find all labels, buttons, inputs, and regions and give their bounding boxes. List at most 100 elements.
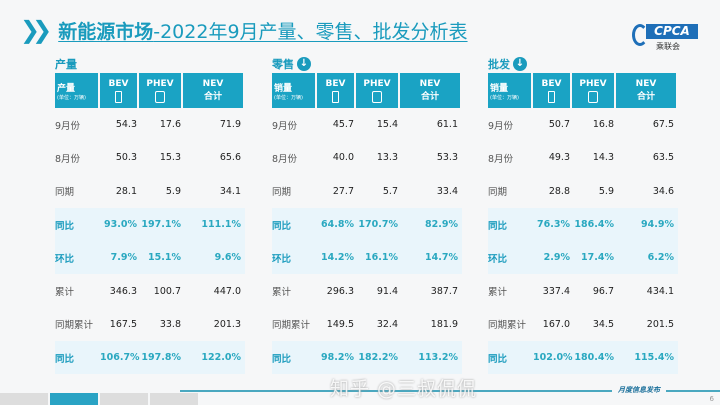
row-label: 同比 xyxy=(488,353,508,365)
cell-value: 167.5 xyxy=(109,318,137,330)
slide-tabs xyxy=(0,393,200,405)
row-label: 9月份 xyxy=(55,120,81,132)
table-row: 累计 346.3 100.7 447.0 xyxy=(55,274,245,307)
table-row: 同期 28.8 5.9 34.6 xyxy=(488,175,678,208)
section-label-text: 产量 xyxy=(55,58,77,71)
header-phev: PHEV xyxy=(356,73,398,108)
cell-value: 106.7% xyxy=(100,352,140,364)
tab[interactable] xyxy=(100,393,148,405)
cell-value: 9.6% xyxy=(214,252,241,264)
cell-value: 201.5 xyxy=(646,318,674,330)
section-label-text: 零售 xyxy=(272,58,294,71)
table-header: 销量 (单位：万辆) BEV PHEV NEV 合计 xyxy=(488,73,678,108)
row-label: 同期累计 xyxy=(488,320,527,332)
cell-value: 387.7 xyxy=(430,285,458,297)
tab[interactable] xyxy=(150,393,198,405)
cell-value: 34.5 xyxy=(592,318,614,330)
cell-value: 63.5 xyxy=(652,152,674,164)
cell-value: 94.9% xyxy=(641,219,674,231)
cell-value: 16.1% xyxy=(365,252,398,264)
table-row: 8月份 40.0 13.3 53.3 xyxy=(272,141,462,174)
table-row: 环比 7.9% 15.1% 9.6% xyxy=(55,241,245,275)
row-label: 累计 xyxy=(488,287,508,299)
logo-swirl-icon xyxy=(632,24,648,46)
section-1: 零售 ↓ 销量 (单位：万辆) BEV PHEV NEV 合计 9月份 45.7 15.4 61.1 8… xyxy=(272,55,462,375)
cell-value: 122.0% xyxy=(201,352,241,364)
row-label: 同比 xyxy=(488,220,508,232)
footer-divider xyxy=(180,390,720,392)
table-row: 同比 64.8% 170.7% 82.9% xyxy=(272,207,462,242)
cell-value: 67.5 xyxy=(652,119,674,131)
cell-value: 113.2% xyxy=(418,352,458,364)
row-label: 同比 xyxy=(272,353,292,365)
table-row: 同比 93.0% 197.1% 111.1% xyxy=(55,207,245,242)
table-header: 销量 (单位：万辆) BEV PHEV NEV 合计 xyxy=(272,73,462,108)
logo-text: CPCA xyxy=(646,24,698,39)
cell-value: 32.4 xyxy=(376,318,398,330)
table-row: 8月份 50.3 15.3 65.6 xyxy=(55,141,245,174)
unit-label: (单位：万辆) xyxy=(57,94,86,101)
footer-text: 月度信息发布 xyxy=(612,385,666,395)
table-row: 9月份 45.7 15.4 61.1 xyxy=(272,108,462,141)
nev-sub-label: 合计 xyxy=(420,92,439,102)
nev-label: NEV xyxy=(202,79,224,89)
bev-label: BEV xyxy=(108,78,129,89)
header-nev: NEV 合计 xyxy=(183,73,243,108)
arrow-down-icon[interactable]: ↓ xyxy=(297,57,311,71)
cell-value: 65.6 xyxy=(219,152,241,164)
header-metric-label: 产量 xyxy=(57,83,76,94)
cell-value: 17.4% xyxy=(581,252,614,264)
row-label: 累计 xyxy=(272,287,292,299)
section-label: 零售 ↓ xyxy=(272,55,462,73)
battery-icon xyxy=(115,90,122,103)
title-bold: 新能源市场 xyxy=(58,20,154,43)
chevron-right-icon: ❯❯ xyxy=(20,16,52,44)
table-row: 环比 14.2% 16.1% 14.7% xyxy=(272,241,462,275)
table-row: 累计 296.3 91.4 387.7 xyxy=(272,274,462,307)
cell-value: 14.3 xyxy=(592,152,614,164)
arrow-down-icon[interactable]: ↓ xyxy=(513,57,527,71)
cell-value: 91.4 xyxy=(376,285,398,297)
cell-value: 61.1 xyxy=(436,119,458,131)
phev-label: PHEV xyxy=(579,78,607,89)
table-row: 同比 102.0% 180.4% 115.4% xyxy=(488,341,678,375)
unit-label: (单位：万辆) xyxy=(490,94,519,101)
header-metric: 销量 (单位：万辆) xyxy=(488,73,531,108)
cell-value: 93.0% xyxy=(104,219,137,231)
section-label-text: 批发 xyxy=(488,58,510,71)
row-label: 同比 xyxy=(272,220,292,232)
cell-value: 337.4 xyxy=(542,285,570,297)
table-row: 同期累计 167.0 34.5 201.5 xyxy=(488,308,678,341)
cell-value: 49.3 xyxy=(548,152,570,164)
tab[interactable] xyxy=(0,393,48,405)
row-label: 累计 xyxy=(55,287,75,299)
cell-value: 28.1 xyxy=(115,185,137,197)
cell-value: 98.2% xyxy=(321,352,354,364)
row-label: 8月份 xyxy=(272,153,298,165)
row-label: 同比 xyxy=(55,220,75,232)
nev-label: NEV xyxy=(419,79,441,89)
cell-value: 434.1 xyxy=(646,285,674,297)
tab-active[interactable] xyxy=(50,393,98,405)
header-metric: 销量 (单位：万辆) xyxy=(272,73,315,108)
cell-value: 167.0 xyxy=(542,318,570,330)
nev-sub-label: 合计 xyxy=(636,92,655,102)
cell-value: 17.6 xyxy=(159,119,181,131)
cell-value: 5.7 xyxy=(382,185,398,197)
section-0: 产量 产量 (单位：万辆) BEV PHEV NEV 合计 9月份 54.3 17.6 71.9 8月… xyxy=(55,55,245,375)
cell-value: 201.3 xyxy=(213,318,241,330)
cell-value: 346.3 xyxy=(109,285,137,297)
section-2: 批发 ↓ 销量 (单位：万辆) BEV PHEV NEV 合计 9月份 50.7 16.8 67.5 8… xyxy=(488,55,678,375)
unit-label: (单位：万辆) xyxy=(274,94,303,101)
table-header: 产量 (单位：万辆) BEV PHEV NEV 合计 xyxy=(55,73,245,108)
page-number: 6 xyxy=(709,395,714,403)
table-row: 同期累计 149.5 32.4 181.9 xyxy=(272,308,462,341)
row-label: 同期 xyxy=(55,187,75,199)
cell-value: 182.2% xyxy=(358,352,398,364)
cell-value: 100.7 xyxy=(153,285,181,297)
header-bev: BEV xyxy=(317,73,354,108)
header-metric: 产量 (单位：万辆) xyxy=(55,73,98,108)
header-metric-label: 销量 xyxy=(490,83,509,94)
header-metric-label: 销量 xyxy=(274,83,293,94)
cell-value: 197.8% xyxy=(141,352,181,364)
